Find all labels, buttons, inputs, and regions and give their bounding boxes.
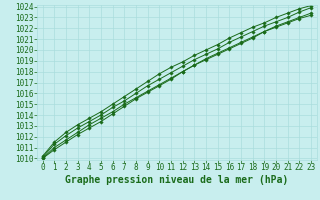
- X-axis label: Graphe pression niveau de la mer (hPa): Graphe pression niveau de la mer (hPa): [65, 175, 288, 185]
